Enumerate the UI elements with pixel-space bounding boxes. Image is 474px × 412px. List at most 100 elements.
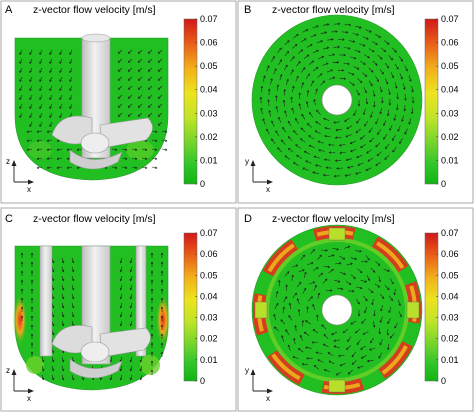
flow-arrow bbox=[56, 157, 63, 160]
flow-arrow bbox=[312, 171, 319, 175]
flow-arrow bbox=[271, 120, 275, 127]
flow-arrow bbox=[291, 107, 295, 114]
flow-arrow bbox=[59, 85, 63, 91]
flow-arrow bbox=[292, 292, 298, 298]
colorbar-a-tick-3: 0.04 bbox=[200, 85, 218, 95]
flow-arrow bbox=[373, 310, 376, 317]
flow-arrow bbox=[377, 129, 382, 135]
flow-arrow bbox=[295, 75, 299, 82]
flow-arrow bbox=[368, 288, 374, 293]
flow-arrow bbox=[129, 365, 133, 372]
flow-arrow bbox=[312, 49, 319, 54]
flow-arrow bbox=[374, 283, 381, 288]
colorbar-d-tick-1: 0.06 bbox=[441, 249, 459, 259]
flow-arrow bbox=[30, 270, 34, 276]
flow-arrow bbox=[329, 76, 336, 80]
colorbar-d-tick-6: 0.01 bbox=[441, 355, 459, 365]
flow-arrow bbox=[292, 356, 299, 359]
flow-arrow bbox=[362, 36, 369, 40]
flow-arrow bbox=[344, 46, 351, 50]
flow-arrow bbox=[380, 47, 387, 53]
flow-arrow bbox=[357, 268, 363, 273]
flow-arrow bbox=[137, 67, 143, 72]
panel-d-axes: y x bbox=[245, 366, 273, 403]
flow-arrow bbox=[19, 67, 23, 73]
flow-arrow bbox=[306, 306, 309, 313]
colorbar-b-tick-2: 0.05 bbox=[441, 61, 459, 71]
flow-arrow bbox=[282, 99, 286, 107]
flow-arrow bbox=[150, 297, 154, 303]
flow-arrow bbox=[119, 266, 123, 273]
flow-arrow bbox=[266, 128, 270, 135]
flow-arrow bbox=[147, 58, 153, 63]
flow-arrow bbox=[353, 110, 357, 116]
flow-arrow bbox=[129, 284, 133, 291]
flow-arrow bbox=[386, 343, 390, 351]
flow-arrow bbox=[312, 329, 318, 334]
flow-arrow bbox=[150, 288, 154, 294]
flow-arrow bbox=[288, 302, 292, 310]
flow-arrow bbox=[39, 121, 43, 127]
flow-arrow bbox=[119, 320, 123, 327]
flow-arrow bbox=[331, 331, 338, 336]
flow-arrow bbox=[364, 120, 369, 127]
flow-arrow bbox=[157, 85, 163, 90]
flow-arrow bbox=[395, 103, 399, 111]
flow-arrow bbox=[160, 297, 164, 303]
flow-arrow bbox=[150, 324, 154, 330]
flow-arrow bbox=[293, 337, 296, 345]
flow-arrow bbox=[20, 306, 24, 312]
flow-arrow bbox=[49, 94, 53, 100]
flow-arrow bbox=[403, 83, 406, 91]
flow-arrow bbox=[150, 333, 154, 339]
flow-arrow bbox=[30, 342, 34, 348]
flow-arrow bbox=[368, 48, 375, 53]
flow-arrow bbox=[284, 40, 290, 45]
flow-arrow bbox=[317, 359, 324, 363]
panel-a-letter: A bbox=[5, 4, 13, 16]
flow-arrow bbox=[284, 155, 290, 160]
panel-d-axis-x: x bbox=[266, 394, 270, 403]
flow-arrow bbox=[160, 288, 164, 294]
flow-arrow bbox=[141, 166, 148, 169]
flow-arrow bbox=[403, 104, 407, 112]
flow-arrow bbox=[347, 289, 355, 293]
flow-arrow bbox=[365, 97, 369, 105]
flow-arrow bbox=[119, 374, 123, 381]
flow-arrow bbox=[137, 49, 143, 54]
flow-arrow bbox=[350, 320, 357, 325]
panel-d-frame bbox=[237, 207, 474, 412]
flow-arrow bbox=[279, 73, 283, 81]
flow-arrow bbox=[41, 356, 45, 363]
flow-arrow bbox=[339, 255, 346, 260]
flow-arrow bbox=[350, 274, 356, 279]
flow-arrow bbox=[322, 343, 329, 348]
flow-arrow bbox=[127, 85, 133, 90]
flow-arrow bbox=[157, 76, 163, 81]
flow-arrow bbox=[369, 137, 375, 143]
flow-arrow bbox=[71, 284, 75, 291]
flow-arrow bbox=[312, 267, 319, 271]
flow-arrow bbox=[66, 148, 73, 151]
flow-arrow bbox=[352, 33, 359, 36]
flow-arrow bbox=[313, 66, 319, 72]
flow-arrow bbox=[121, 166, 128, 169]
flow-arrow bbox=[30, 297, 34, 303]
flow-arrow bbox=[408, 118, 412, 125]
flow-arrow bbox=[303, 150, 310, 155]
flow-arrow bbox=[356, 339, 361, 346]
flow-arrow bbox=[160, 270, 164, 276]
flow-arrow bbox=[310, 249, 315, 255]
colorbar-a-tick-5: 0.02 bbox=[200, 132, 218, 142]
flow-arrow bbox=[318, 55, 325, 60]
flow-arrow bbox=[354, 328, 361, 334]
flow-arrow bbox=[388, 295, 394, 302]
flow-arrow bbox=[141, 148, 148, 151]
flow-arrow bbox=[314, 130, 321, 134]
colorbar-a-tick-6: 0.01 bbox=[200, 155, 218, 165]
flow-arrow bbox=[356, 154, 363, 159]
flow-arrow bbox=[119, 302, 123, 309]
flow-arrow bbox=[71, 302, 75, 309]
flow-arrow bbox=[69, 85, 73, 91]
flow-arrow bbox=[147, 94, 153, 99]
